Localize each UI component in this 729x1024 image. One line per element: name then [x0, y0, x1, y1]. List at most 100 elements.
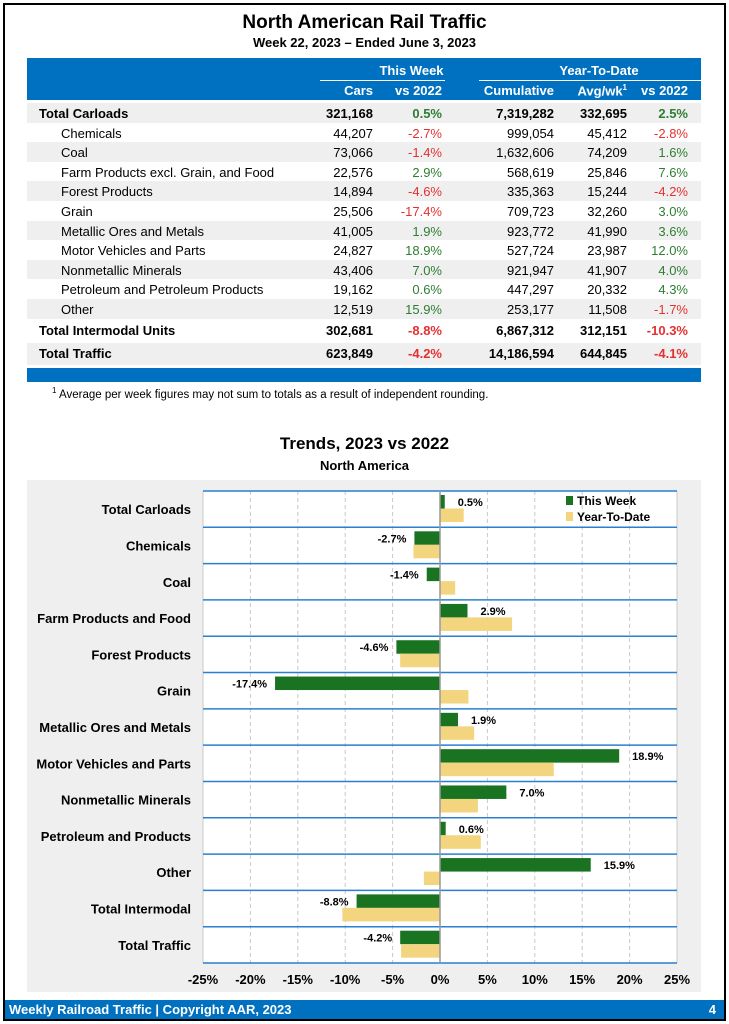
ytd-vs-2022: -4.2%: [654, 184, 688, 200]
data-label: 18.9%: [632, 751, 663, 763]
category-label: Coal: [163, 575, 191, 590]
row-label: Chemicals: [61, 125, 122, 141]
cars: 24,827: [333, 243, 373, 259]
rail-traffic-table: This Week Year-To-Date Cars vs 2022 Cumu…: [27, 58, 701, 382]
bar-ytd: [440, 581, 456, 595]
data-label: -17.4%: [232, 679, 267, 691]
cumulative: 1,632,606: [496, 145, 554, 161]
page-number: 4: [708, 1002, 716, 1017]
category-label: Motor Vehicles and Parts: [36, 756, 191, 771]
chart-title: Trends, 2023 vs 2022: [279, 434, 450, 453]
cumulative: 709,723: [507, 203, 554, 219]
table-row: Forest Products 14,894 -4.6% 335,363 15,…: [27, 181, 701, 201]
row-label: Total Intermodal Units: [39, 322, 176, 338]
data-label: -1.4%: [390, 570, 419, 582]
cumulative: 7,319,282: [496, 106, 554, 121]
table-row: Grain 25,506 -17.4% 709,723 32,260 3.0%: [27, 201, 701, 221]
cumulative: 253,177: [507, 301, 554, 317]
cars: 22,576: [333, 164, 373, 180]
cars: 43,406: [333, 262, 373, 278]
x-tick-label: -10%: [330, 972, 361, 987]
vs-2022: 2.9%: [412, 164, 442, 180]
vs-2022: 1.9%: [412, 223, 442, 239]
cumulative: 335,363: [507, 184, 554, 200]
legend-swatch: [566, 496, 573, 505]
cars: 14,894: [333, 184, 373, 200]
row-label: Petroleum and Petroleum Products: [61, 282, 264, 298]
ytd-vs-2022: 2.5%: [658, 106, 688, 121]
ytd-vs-2022: 3.0%: [658, 203, 688, 219]
category-label: Other: [156, 865, 191, 880]
cumulative: 999,054: [507, 125, 554, 141]
bar-ytd: [342, 907, 440, 922]
bar-this-week: [396, 640, 440, 654]
vs-2022: -17.4%: [400, 203, 442, 219]
col-cumulative: Cumulative: [483, 83, 554, 98]
bar-ytd: [440, 835, 481, 849]
x-tick-label: -20%: [235, 972, 266, 987]
bar-ytd: [440, 762, 554, 777]
vs-2022: -4.6%: [408, 184, 442, 200]
bar-this-week: [440, 495, 445, 509]
cars: 19,162: [333, 282, 373, 298]
ytd-vs-2022: 7.6%: [658, 164, 688, 180]
x-tick-label: 25%: [664, 972, 690, 987]
row-label: Coal: [61, 145, 88, 161]
x-tick-label: -5%: [381, 972, 405, 987]
row-label: Total Traffic: [39, 345, 112, 361]
footer-text: Weekly Railroad Traffic | Copyright AAR,…: [9, 1002, 292, 1017]
footer-bar: Weekly Railroad Traffic | Copyright AAR,…: [5, 1000, 724, 1019]
col-cars: Cars: [344, 83, 373, 98]
legend-swatch: [566, 512, 573, 521]
category-label: Grain: [157, 684, 191, 699]
table-row: Total Traffic 623,849 -4.2% 14,186,594 6…: [27, 342, 701, 365]
bar-ytd: [440, 690, 469, 704]
cars: 321,168: [326, 106, 373, 121]
vs-2022: 0.5%: [412, 106, 442, 121]
table-header: This Week Year-To-Date Cars vs 2022 Cumu…: [27, 58, 701, 100]
row-label: Total Carloads: [39, 106, 129, 121]
table-footer-bar: [27, 367, 701, 382]
table-row: Farm Products excl. Grain, and Food 22,5…: [27, 162, 701, 182]
avg-wk: 41,907: [587, 262, 627, 278]
cars: 41,005: [333, 223, 373, 239]
ytd-vs-2022: 4.3%: [658, 282, 688, 298]
bar-ytd: [423, 871, 440, 886]
vs-2022: -2.7%: [408, 125, 442, 141]
table-row: Chemicals 44,207 -2.7% 999,054 45,412 -2…: [27, 123, 701, 143]
legend-label: Year-To-Date: [577, 510, 650, 524]
cars: 73,066: [333, 145, 373, 161]
bar-this-week: [440, 712, 459, 727]
ytd-vs-2022: -2.8%: [654, 125, 688, 141]
avg-wk: 74,209: [587, 145, 627, 161]
ytd-vs-2022: -4.1%: [654, 345, 688, 361]
cars: 25,506: [333, 203, 373, 219]
avg-wk: 20,332: [587, 282, 627, 298]
row-label: Forest Products: [61, 184, 153, 200]
x-tick-label: -25%: [188, 972, 219, 987]
row-label: Farm Products excl. Grain, and Food: [61, 164, 275, 180]
bar-this-week: [440, 603, 468, 618]
row-label: Metallic Ores and Metals: [61, 223, 205, 239]
vs-2022: 18.9%: [405, 243, 442, 259]
page-subtitle: Week 22, 2023 – Ended June 3, 2023: [252, 35, 477, 50]
x-tick-label: 5%: [478, 972, 497, 987]
category-label: Petroleum and Products: [41, 829, 191, 844]
page-border: [3, 3, 726, 1021]
category-label: Nonmetallic Minerals: [61, 793, 191, 808]
vs-2022: -4.2%: [408, 345, 442, 361]
cumulative: 921,947: [507, 262, 554, 278]
category-label: Total Traffic: [118, 938, 191, 953]
bar-ytd: [400, 653, 440, 668]
data-label: 0.5%: [458, 497, 483, 509]
cumulative: 923,772: [507, 223, 554, 239]
row-label: Grain: [61, 203, 93, 219]
data-label: -4.2%: [363, 933, 392, 945]
bar-this-week: [414, 531, 440, 545]
category-label: Chemicals: [126, 538, 191, 553]
avg-wk: 41,990: [587, 223, 627, 239]
table-row: Motor Vehicles and Parts 24,827 18.9% 52…: [27, 240, 701, 260]
vs-2022: 0.6%: [412, 282, 442, 298]
avg-wk: 11,508: [588, 301, 627, 317]
